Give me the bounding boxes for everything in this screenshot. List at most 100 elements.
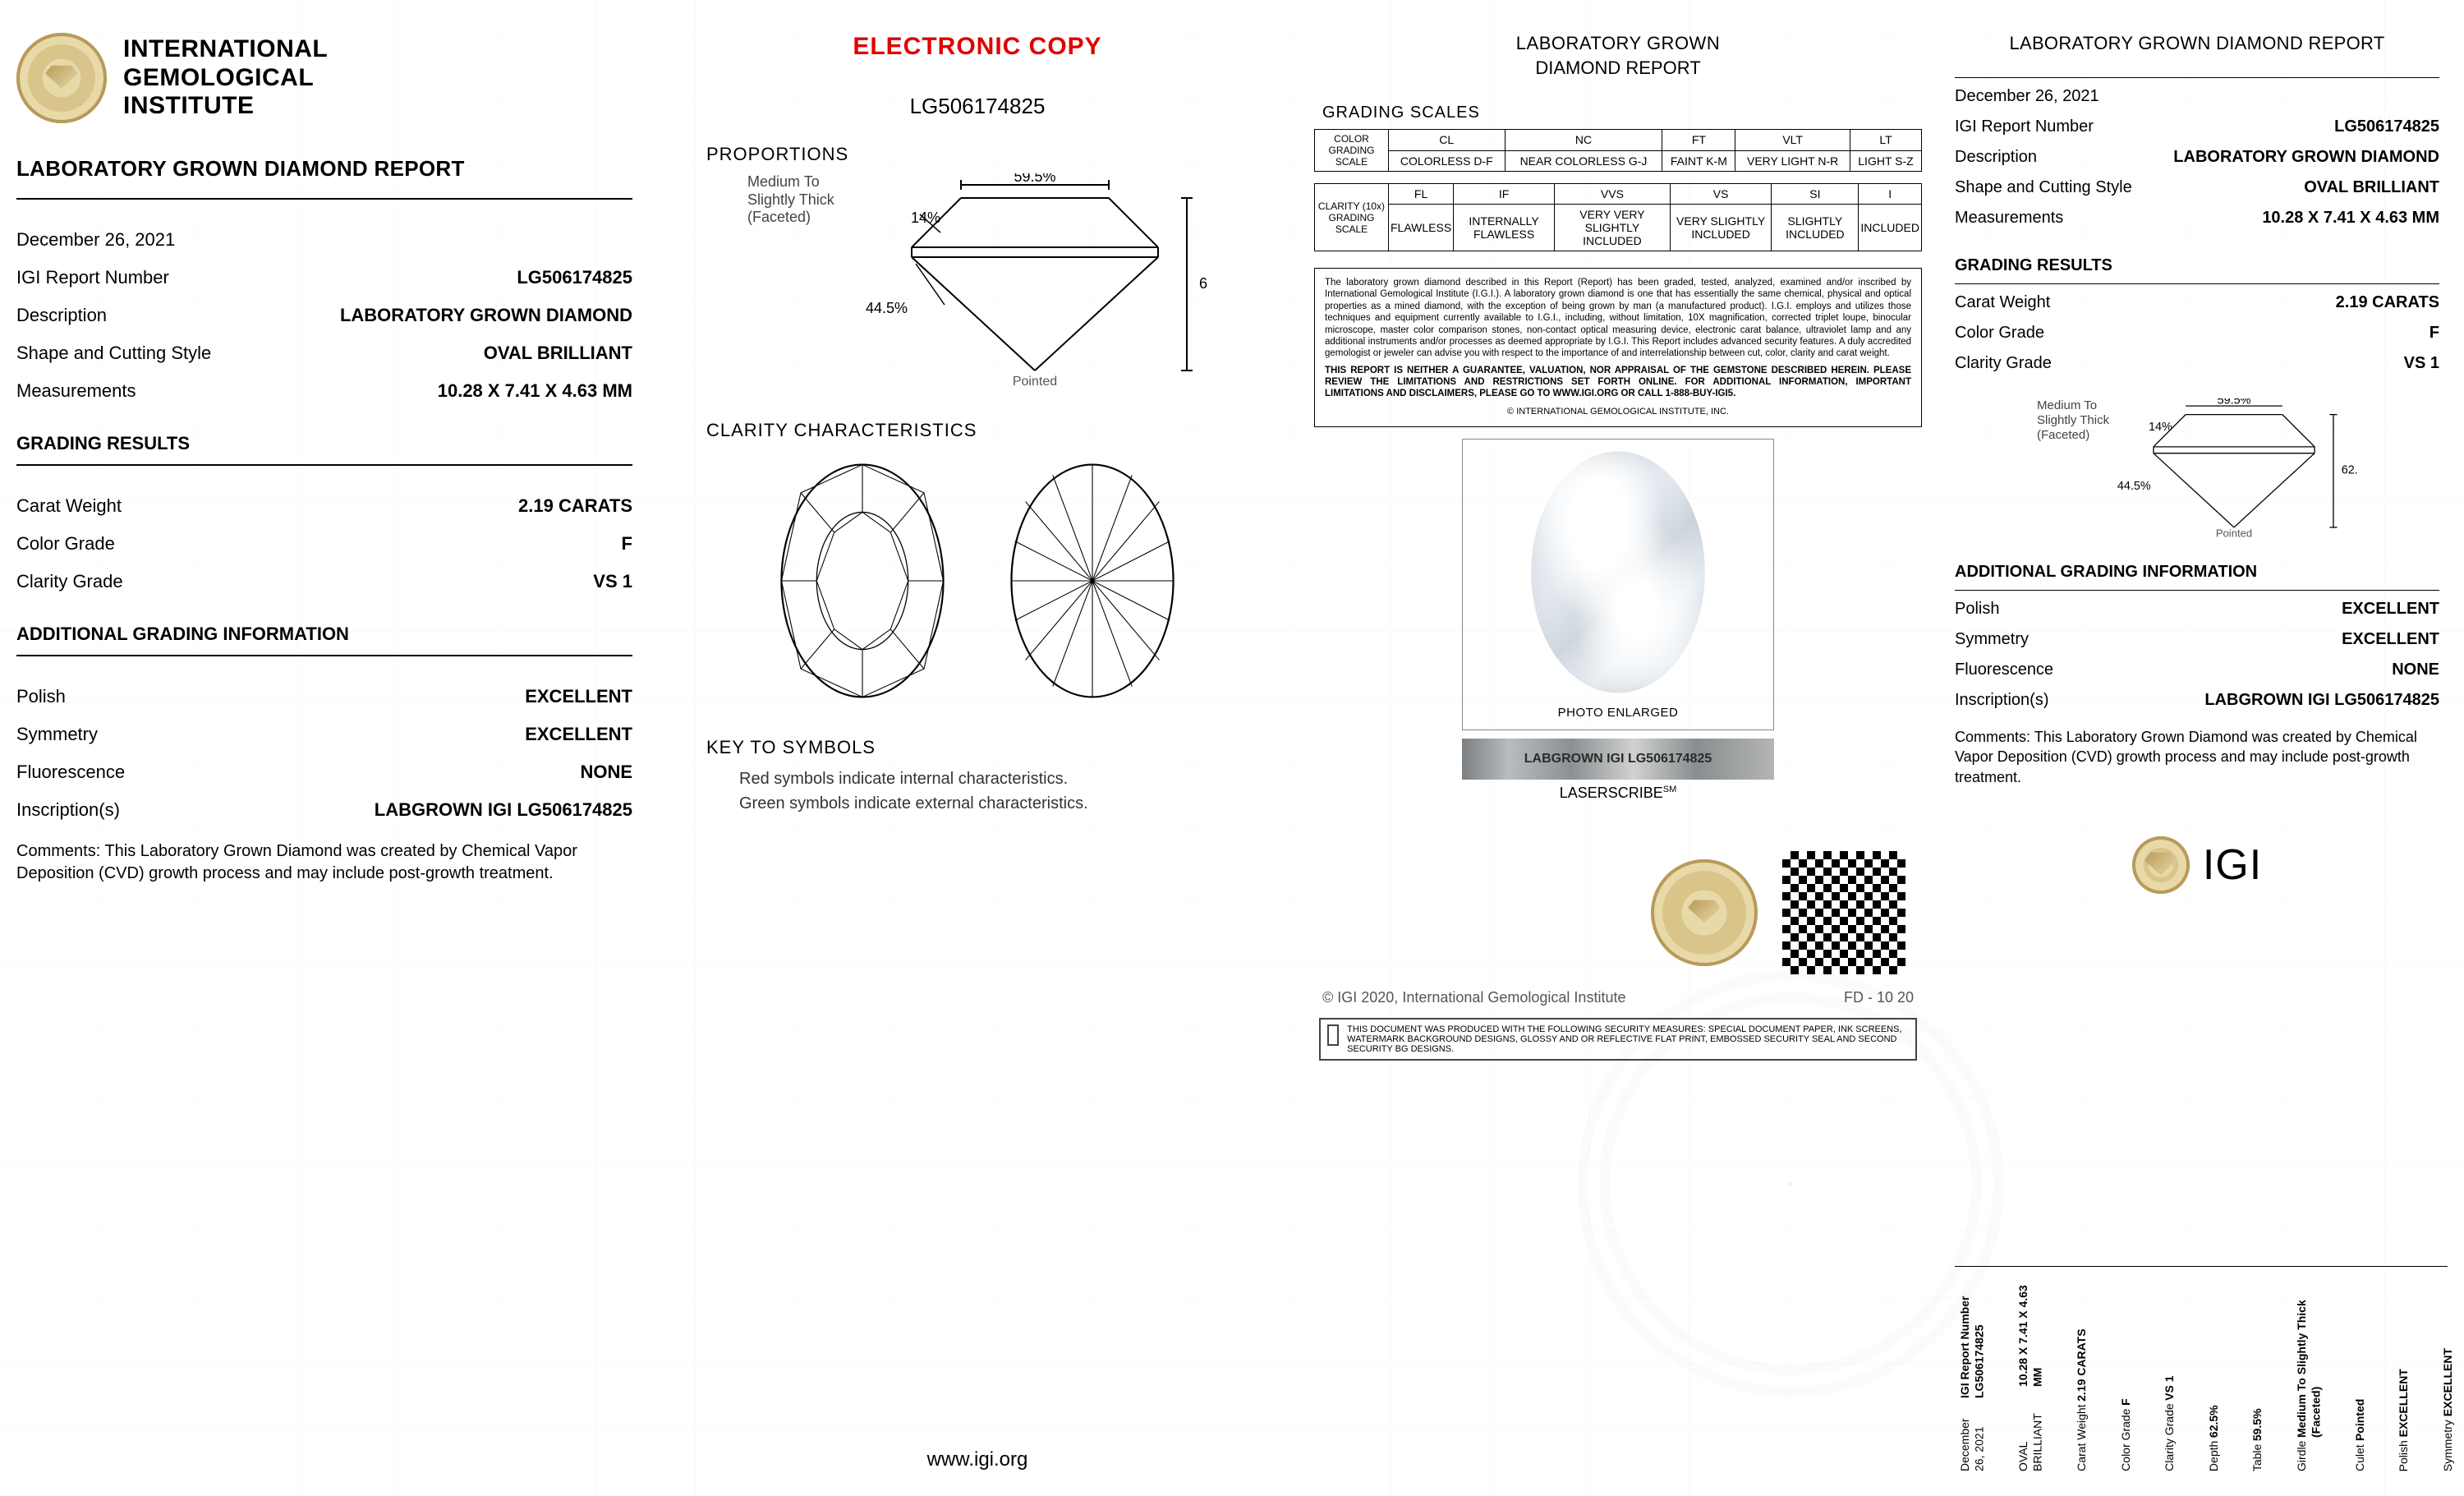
spec-column: CuletPointed <box>2353 1399 2368 1471</box>
scale-group: FLAWLESS <box>1389 205 1454 251</box>
divider <box>1955 77 2439 78</box>
scale-code: SI <box>1772 184 1859 205</box>
pavilion-pct: 44.5% <box>866 300 908 316</box>
org-name: INTERNATIONAL GEMOLOGICAL INSTITUTE <box>123 35 328 121</box>
report-title: LABORATORY GROWN DIAMOND REPORT <box>16 156 632 182</box>
scale-code: FL <box>1389 184 1454 205</box>
spec-column: GirdleMedium To Slightly Thick (Faceted) <box>2295 1275 2324 1471</box>
proportions-mini-diagram: Medium To Slightly Thick (Faceted) 59.5%… <box>1955 398 2439 538</box>
comments-text: Comments: This Laboratory Grown Diamond … <box>16 840 632 885</box>
table-pct: 59.5% <box>1014 173 1055 185</box>
scale-code: VS <box>1670 184 1771 205</box>
clarity-characteristics-heading: CLARITY CHARACTERISTICS <box>706 420 1281 441</box>
spec-line: EXCELLENT <box>2441 1348 2456 1416</box>
scale-group: VERY SLIGHTLY INCLUDED <box>1670 205 1771 251</box>
spec-column: OVAL BRILLIANT10.28 X 7.41 X 4.63 MM <box>2016 1275 2045 1471</box>
laserscribe-label: LASERSCRIBESM <box>1314 785 1922 802</box>
scale-group: VERY LIGHT N-R <box>1735 150 1850 172</box>
value: LG506174825 <box>517 267 632 288</box>
report-number-display: LG506174825 <box>673 94 1281 119</box>
scale-code: IF <box>1454 184 1555 205</box>
row-fluorescence: Fluorescence NONE <box>16 753 632 791</box>
report-panel-summary: LABORATORY GROWN DIAMOND REPORT December… <box>1938 0 2464 1496</box>
spec-column: December 26, 2021IGI Report Number LG506… <box>1958 1275 1987 1471</box>
additional-heading: ADDITIONAL GRADING INFORMATION <box>16 615 632 650</box>
org-name-line: INSTITUTE <box>123 92 328 121</box>
value: 2.19 CARATS <box>518 495 632 517</box>
page3-footer-row: © IGI 2020, International Gemological In… <box>1322 989 1914 1006</box>
key-line: Green symbols indicate external characte… <box>739 791 1281 816</box>
grading-scales-heading: GRADING SCALES <box>1322 104 1922 122</box>
clarity-scale-table: CLARITY (10x) GRADING SCALE FL IF VVS VS… <box>1314 183 1922 251</box>
page3-title-line1: LABORATORY GROWN <box>1314 33 1922 54</box>
scale-group: SLIGHTLY INCLUDED <box>1772 205 1859 251</box>
key-heading: KEY TO SYMBOLS <box>706 737 1281 758</box>
spec-strip: December 26, 2021IGI Report Number LG506… <box>1955 1266 2448 1480</box>
row-carat: Carat Weight 2.19 CARATS <box>16 487 632 525</box>
report-panel-proportions: ELECTRONIC COPY LG506174825 PROPORTIONS … <box>657 0 1298 1496</box>
diamond-profile-icon: 59.5% 14% 44.5% 62.5% Pointed <box>862 173 1207 387</box>
spec-column: Table59.5% <box>2250 1408 2265 1471</box>
oval-crown-icon <box>772 458 953 704</box>
disclaimer-caps: THIS REPORT IS NEITHER A GUARANTEE, VALU… <box>1325 365 1911 400</box>
scale-code: LT <box>1850 130 1921 151</box>
spec-line: VS 1 <box>2163 1375 2177 1400</box>
culet-label: Pointed <box>1013 375 1057 387</box>
scale-group: INTERNALLY FLAWLESS <box>1454 205 1555 251</box>
color-scale-table: COLOR GRADING SCALE CL NC FT VLT LT COLO… <box>1314 129 1922 172</box>
page3-title-line2: DIAMOND REPORT <box>1314 58 1922 79</box>
report-panel-scales: LABORATORY GROWN DIAMOND REPORT GRADING … <box>1298 0 1938 1496</box>
security-text: THIS DOCUMENT WAS PRODUCED WITH THE FOLL… <box>1347 1024 1909 1054</box>
header-logo-row: INTERNATIONAL GEMOLOGICAL INSTITUTE <box>16 33 632 123</box>
photo-box: PHOTO ENLARGED <box>1462 439 1774 730</box>
grading-results-heading: GRADING RESULTS <box>1955 248 2439 280</box>
igi-text: IGI <box>2203 840 2262 890</box>
row-polish: Polish EXCELLENT <box>16 678 632 716</box>
girdle-label: Medium To Slightly Thick (Faceted) <box>747 173 846 227</box>
spec-line: Polish <box>2397 1440 2411 1471</box>
spec-line: Table <box>2250 1444 2265 1471</box>
security-features-note: THIS DOCUMENT WAS PRODUCED WITH THE FOLL… <box>1319 1018 1917 1061</box>
divider <box>1955 590 2439 591</box>
igi-seal-icon <box>1651 859 1758 966</box>
proportions-heading: PROPORTIONS <box>706 144 1281 165</box>
label: Fluorescence <box>16 762 125 783</box>
electronic-copy-stamp: ELECTRONIC COPY <box>673 33 1281 61</box>
spec-line: Medium To Slightly Thick (Faceted) <box>2295 1275 2324 1438</box>
scale-code: I <box>1859 184 1922 205</box>
spec-line: Culet <box>2353 1444 2368 1471</box>
spec-line: 2.19 CARATS <box>2075 1328 2089 1401</box>
divider <box>16 464 632 466</box>
scale-row-label: COLOR GRADING SCALE <box>1315 130 1389 172</box>
scale-group: VERY VERY SLIGHTLY INCLUDED <box>1555 205 1671 251</box>
row-report-number: IGI Report Number LG506174825 <box>1955 112 2439 142</box>
row-color: Color Grade F <box>16 525 632 563</box>
scale-group: NEAR COLORLESS G-J <box>1505 150 1662 172</box>
svg-text:62.5%: 62.5% <box>2342 464 2357 477</box>
form-code: FD - 10 20 <box>1844 989 1914 1006</box>
copyright-text: © IGI 2020, International Gemological In… <box>1322 989 1625 1006</box>
oval-pavilion-icon <box>1002 458 1183 704</box>
scale-row-label: CLARITY (10x) GRADING SCALE <box>1315 184 1389 251</box>
security-icon <box>1327 1024 1339 1046</box>
svg-text:59.5%: 59.5% <box>2218 398 2251 407</box>
spec-line: 10.28 X 7.41 X 4.63 MM <box>2016 1275 2045 1387</box>
disclaimer-box: The laboratory grown diamond described i… <box>1314 268 1922 427</box>
label: Clarity Grade <box>16 571 123 592</box>
clarity-diagrams <box>673 458 1281 704</box>
igi-footer-logo: IGI <box>1955 836 2439 894</box>
spec-column: Carat Weight 2.19 CARATS <box>2075 1328 2089 1471</box>
row-measurements: Measurements 10.28 X 7.41 X 4.63 MM <box>16 372 632 410</box>
value: LABORATORY GROWN DIAMOND <box>340 305 632 326</box>
spec-column: Clarity GradeVS 1 <box>2163 1375 2177 1471</box>
row-description: Description LABORATORY GROWN DIAMOND <box>16 297 632 334</box>
label: IGI Report Number <box>16 267 169 288</box>
spec-line: IGI Report Number LG506174825 <box>1958 1275 1987 1398</box>
row-shape: Shape and Cutting Style OVAL BRILLIANT <box>1955 173 2439 203</box>
igi-seal-icon <box>2132 836 2190 894</box>
value: F <box>622 533 632 555</box>
spec-line: Carat Weight <box>2075 1405 2089 1471</box>
spec-line: F <box>2119 1398 2134 1406</box>
divider <box>16 198 632 200</box>
website-footer: www.igi.org <box>657 1448 1298 1471</box>
